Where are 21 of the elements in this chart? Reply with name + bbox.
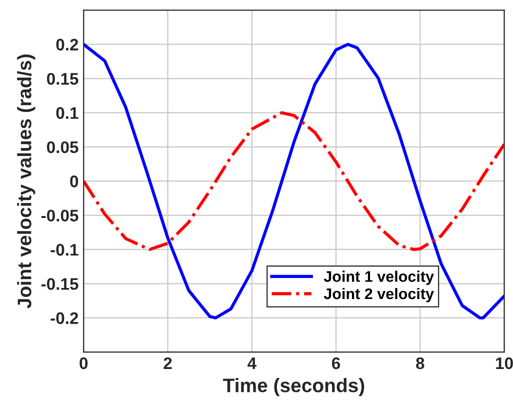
y-tick-label: 0.2 (56, 38, 78, 51)
x-tick-label: 8 (416, 357, 424, 370)
x-tick-label: 10 (496, 357, 513, 370)
line-series (84, 111, 504, 252)
y-axis-title: Joint velocity values (rad/s) (17, 54, 36, 308)
y-tick-label: -0.2 (50, 312, 78, 324)
line-series (84, 42, 504, 320)
x-tick-label: 4 (248, 358, 256, 369)
y-tick-label: -0.15 (41, 278, 78, 290)
x-tick-label: 6 (332, 357, 340, 370)
legend-label: Joint 2 velocity (324, 288, 434, 302)
y-tick-label: 0.05 (46, 141, 78, 154)
y-tick-label: -0.05 (41, 210, 78, 222)
y-tick-label: -0.1 (50, 244, 78, 256)
x-tick-label: 2 (164, 357, 172, 369)
x-tick-label: 0 (80, 357, 88, 370)
y-tick-label: 0.15 (46, 72, 78, 85)
x-axis-title: Time (seconds) (223, 378, 364, 396)
y-tick-label: 0 (70, 176, 78, 188)
legend-label: Joint 1 velocity (324, 270, 434, 285)
y-tick-label: 0.1 (56, 107, 78, 119)
